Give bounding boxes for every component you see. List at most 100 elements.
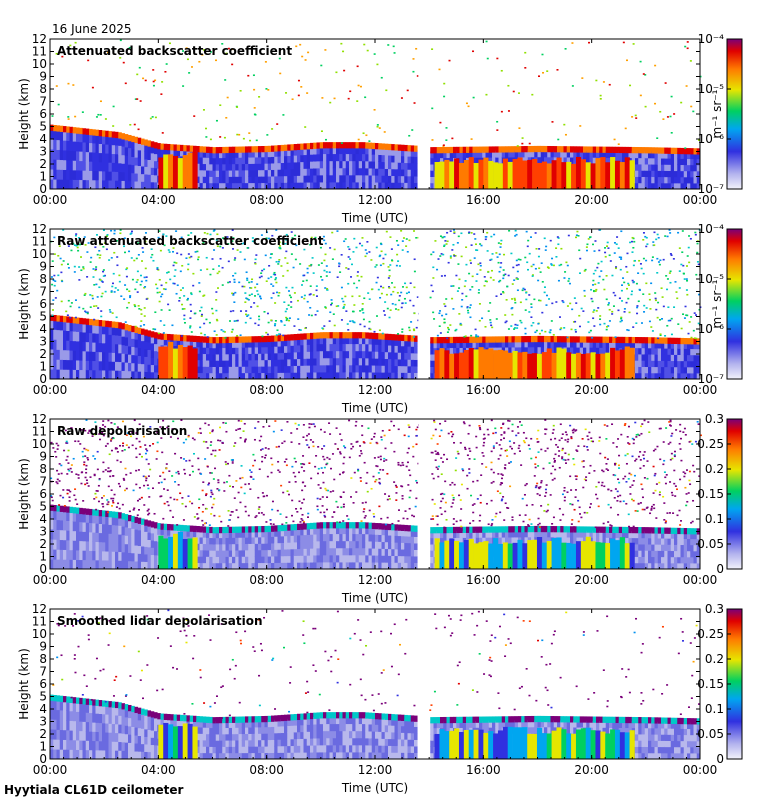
layer-top-cell (449, 336, 454, 344)
speckle (340, 286, 343, 289)
heatmap-cell (329, 160, 334, 169)
heatmap-cell (316, 371, 321, 380)
heatmap-cell (92, 513, 96, 524)
layer-top-cell (498, 146, 503, 153)
speckle (272, 273, 275, 276)
heatmap-cell (212, 372, 217, 380)
speckle (632, 264, 635, 267)
speckle (137, 305, 140, 307)
heatmap-cell (53, 509, 57, 520)
heatmap-cell (79, 132, 83, 143)
layer-top-cell (82, 318, 87, 325)
heatmap-cell (553, 340, 558, 348)
heatmap-cell (667, 170, 672, 178)
heatmap-cell (238, 353, 243, 361)
layer-top-cell (173, 334, 178, 341)
heatmap-cell (76, 559, 80, 570)
heatmap-cell (635, 360, 639, 367)
heatmap-cell (667, 348, 672, 355)
heatmap-cell (475, 150, 480, 158)
speckle (466, 309, 469, 312)
heatmap-cell (95, 342, 100, 353)
speckle (100, 315, 103, 318)
heatmap-cell (622, 151, 626, 159)
layer-top-cell (573, 146, 577, 153)
layer-top-cell (56, 125, 61, 132)
layer-top-cell (206, 146, 210, 153)
speckle (500, 262, 503, 264)
heatmap-cell (121, 551, 126, 561)
heatmap-cell (667, 158, 672, 165)
speckle (367, 292, 370, 294)
speckle (298, 328, 301, 331)
heatmap-cell (241, 169, 246, 177)
speckle (500, 110, 503, 113)
speckle (602, 278, 605, 281)
layer-top-cell (644, 337, 649, 344)
heatmap-cell (196, 156, 200, 164)
layer-top-cell (381, 143, 386, 150)
heatmap-cell (280, 372, 285, 380)
speckle (299, 329, 302, 331)
speckle (310, 263, 313, 266)
heatmap-cell (368, 153, 373, 162)
speckle (544, 249, 547, 251)
speckle (74, 316, 77, 319)
heatmap-cell (345, 371, 350, 380)
heatmap-cell (63, 320, 67, 331)
speckle (658, 263, 661, 266)
layer-top-cell (193, 335, 197, 343)
speckle (443, 235, 446, 238)
speckle (54, 280, 57, 282)
speckle (633, 240, 636, 243)
heatmap-cell (248, 366, 252, 374)
layer-top-cell (407, 335, 412, 342)
layer-top-cell (323, 332, 327, 339)
speckle (52, 279, 55, 282)
heatmap-cell (160, 147, 165, 156)
heatmap-cell (641, 170, 646, 177)
heatmap-cell (89, 513, 93, 524)
speckle (283, 324, 286, 326)
speckle (74, 299, 77, 301)
speckle (598, 275, 601, 278)
speckle (215, 291, 218, 293)
speckle (285, 233, 288, 236)
speckle (669, 319, 672, 322)
layer-top-cell (599, 336, 603, 343)
heatmap-cell (586, 340, 590, 348)
heatmap-cell (336, 181, 340, 190)
cloud-cell (517, 352, 523, 379)
speckle (259, 295, 262, 298)
heatmap-cell (196, 163, 200, 171)
speckle (263, 310, 266, 313)
speckle (556, 69, 559, 71)
heatmap-cell (63, 130, 67, 141)
heatmap-cell (687, 360, 691, 368)
heatmap-cell (115, 180, 119, 190)
heatmap-cell (570, 347, 574, 354)
speckle (245, 297, 248, 300)
heatmap-cell (150, 547, 155, 556)
speckle (446, 331, 449, 333)
speckle (449, 255, 452, 257)
heatmap-cell (209, 163, 213, 171)
layer-top-cell (241, 336, 246, 343)
heatmap-cell (56, 159, 61, 170)
speckle (593, 325, 596, 327)
heatmap-cell (680, 360, 685, 368)
heatmap-cell (72, 559, 77, 570)
speckle (459, 323, 462, 326)
heatmap-cell (316, 174, 321, 183)
speckle (532, 263, 535, 266)
speckle (375, 281, 378, 284)
heatmap-cell (118, 162, 122, 173)
layer-top-cell (95, 129, 100, 136)
speckle (388, 316, 391, 319)
heatmap-cell (50, 339, 54, 350)
speckle (137, 242, 140, 244)
layer-top-cell (251, 146, 256, 153)
speckle (199, 310, 202, 312)
speckle (290, 306, 293, 308)
heatmap-cell (342, 174, 347, 183)
